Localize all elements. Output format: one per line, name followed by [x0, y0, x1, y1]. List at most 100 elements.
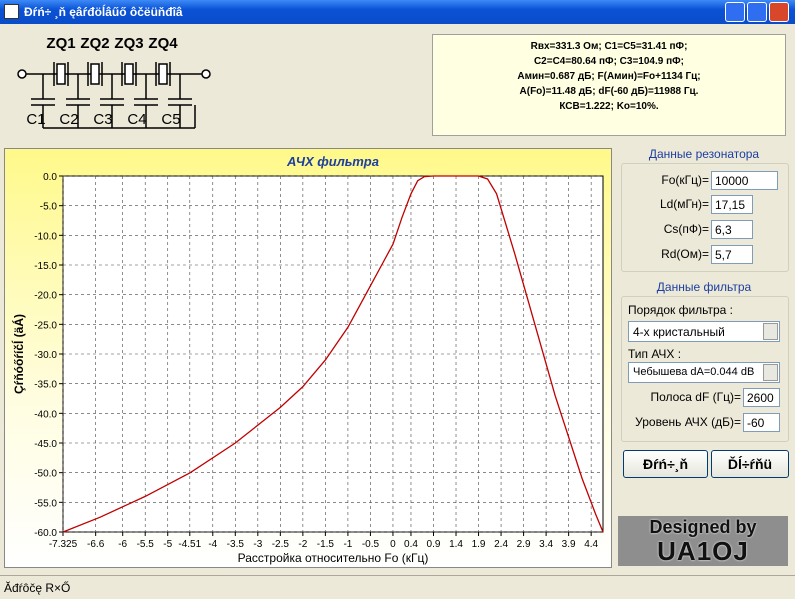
schematic: ZQ1 ZQ2 ZQ3 ZQ4 C1 C2 C3 C4 C5	[17, 35, 211, 129]
y-tick-label: -20.0	[34, 291, 57, 302]
group-box	[621, 296, 789, 442]
status-bar: Ăđŕôčę R×Ő	[0, 575, 795, 599]
y-tick-label: -5.0	[40, 202, 58, 213]
text-input[interactable]: 5,7	[711, 245, 753, 264]
calc-button[interactable]: Đŕń÷¸ň	[623, 450, 708, 478]
result-line: A(Fo)=11.48 дБ; dF(-60 дБ)=11988 Гц.	[519, 86, 699, 97]
y-tick-label: -15.0	[34, 261, 57, 272]
crystal-label: ZQ3	[114, 35, 143, 52]
x-tick-label: -2	[298, 539, 307, 550]
field-label: Ld(мГн)=	[659, 197, 709, 211]
x-tick-label: -5	[163, 539, 172, 550]
x-tick-label: -5.5	[137, 539, 155, 550]
x-tick-label: -4	[208, 539, 217, 550]
field-label: Cs(пФ)=	[663, 222, 709, 236]
y-tick-label: -60.0	[34, 528, 57, 539]
close-button[interactable]	[769, 2, 789, 22]
input-value: 5,7	[715, 248, 732, 262]
x-axis-label: Расстройка относительно Fo (кГц)	[238, 551, 429, 565]
x-tick-label: -6.6	[87, 539, 105, 550]
text-input[interactable]: 10000	[711, 171, 778, 190]
x-tick-label: -4.51	[178, 539, 201, 550]
crystal-label: ZQ4	[148, 35, 178, 52]
capacitor-label: C2	[59, 111, 78, 128]
y-tick-label: -30.0	[34, 350, 57, 361]
crystal-label: ZQ1	[46, 35, 75, 52]
x-tick-label: 3.4	[539, 539, 553, 550]
group-box	[621, 163, 789, 272]
input-value: 6,3	[715, 223, 732, 237]
x-tick-label: 0.9	[427, 539, 441, 550]
x-tick-label: 1.4	[449, 539, 463, 550]
y-tick-label: -55.0	[34, 498, 57, 509]
x-tick-label: -0.5	[362, 539, 380, 550]
y-tick-label: -10.0	[34, 231, 57, 242]
field-label: Порядок фильтра :	[628, 303, 733, 317]
y-tick-label: -45.0	[34, 439, 57, 450]
print-button[interactable]: Ďĺ÷ŕňü	[711, 450, 789, 478]
x-tick-label: 4.4	[584, 539, 598, 550]
y-tick-label: -35.0	[34, 380, 57, 391]
field-label: Тип АЧХ :	[628, 347, 682, 361]
dropdown-value: Чебышева dA=0.044 dB	[633, 366, 755, 378]
capacitor-label: C3	[93, 111, 112, 128]
text-input[interactable]: 6,3	[711, 220, 753, 239]
dropdown[interactable]: Чебышева dA=0.044 dB	[628, 362, 780, 383]
y-axis-label: Çŕňóőŕíčĺ (äÁ)	[11, 314, 26, 394]
capacitor-label: C5	[161, 111, 180, 128]
crystal-label: ZQ2	[80, 35, 109, 52]
title-bar	[0, 0, 795, 24]
dropdown-arrow[interactable]	[763, 364, 778, 381]
logo: Designed by UA1OJ	[618, 516, 788, 566]
group-title: Данные фильтра	[656, 280, 752, 294]
dropdown[interactable]: 4-х кристальный	[628, 321, 780, 342]
x-tick-label: -6	[118, 539, 127, 550]
chart-panel: АЧХ фильтра 0.0 -5.0 -10.0 -15.0 -20.0 -25.0 -3…	[4, 148, 612, 568]
minimize-button[interactable]	[725, 2, 745, 22]
field-label: Полоса dF (Гц)=	[650, 390, 741, 404]
field-label: Уровень АЧХ (дБ)=	[635, 415, 741, 429]
text-input[interactable]: 2600	[743, 388, 780, 407]
dropdown-value: 4-х кристальный	[633, 325, 725, 339]
logo-line: Designed by	[649, 517, 757, 537]
status-text: Ăđŕôčę R×Ő	[4, 581, 71, 595]
y-tick-label: -25.0	[34, 320, 57, 331]
group-title: Данные резонатора	[648, 147, 760, 161]
x-tick-label: -3	[253, 539, 262, 550]
input-value: 10000	[715, 174, 749, 188]
x-tick-label: 1.9	[472, 539, 486, 550]
schematic-wires	[17, 62, 211, 129]
maximize-button[interactable]	[747, 2, 767, 22]
dropdown-arrow[interactable]	[763, 323, 778, 340]
x-tick-label: 0	[390, 539, 396, 550]
app-icon	[4, 4, 19, 19]
x-tick-label: -1	[343, 539, 352, 550]
chart-title: АЧХ фильтра	[286, 154, 379, 169]
result-line: Rвх=331.3 Ом; C1=C5=31.41 пФ;	[530, 41, 688, 52]
x-tick-label: -1.5	[317, 539, 335, 550]
field-label: Fo(кГц)=	[661, 173, 709, 187]
x-tick-label: 0.4	[404, 539, 418, 550]
result-line: Aмин=0.687 дБ; F(Aмин)=Fo+1134 Гц;	[517, 71, 701, 82]
x-tick-label: 2.9	[517, 539, 531, 550]
results-box: Rвх=331.3 Ом; C1=C5=31.41 пФ; C2=C4=80.64…	[432, 34, 786, 136]
input-value: -60	[747, 416, 765, 430]
y-tick-label: -50.0	[34, 469, 57, 480]
input-value: 17,15	[715, 198, 746, 212]
response-line	[62, 175, 604, 533]
chart: АЧХ фильтра 0.0 -5.0 -10.0 -15.0 -20.0 -25.0 -3…	[11, 154, 604, 565]
text-input[interactable]: -60	[743, 413, 780, 432]
y-tick-label: -40.0	[34, 409, 57, 420]
text-input[interactable]: 17,15	[711, 195, 753, 214]
logo-line: UA1OJ	[657, 536, 749, 566]
x-tick-label: 2.4	[494, 539, 508, 550]
y-tick-label: 0.0	[43, 172, 57, 183]
capacitor-label: C4	[127, 111, 146, 128]
result-line: C2=C4=80.64 пФ; C3=104.9 пФ;	[533, 56, 685, 67]
input-value: 2600	[747, 391, 774, 405]
result-line: КСВ=1.222; Ko=10%.	[559, 101, 659, 112]
x-tick-label: -7.325	[49, 539, 78, 550]
capacitor-label: C1	[26, 111, 45, 128]
window-title: Đŕń÷ ¸ň ęâŕđöĺâűő ôčëüňđîâ	[24, 5, 183, 19]
